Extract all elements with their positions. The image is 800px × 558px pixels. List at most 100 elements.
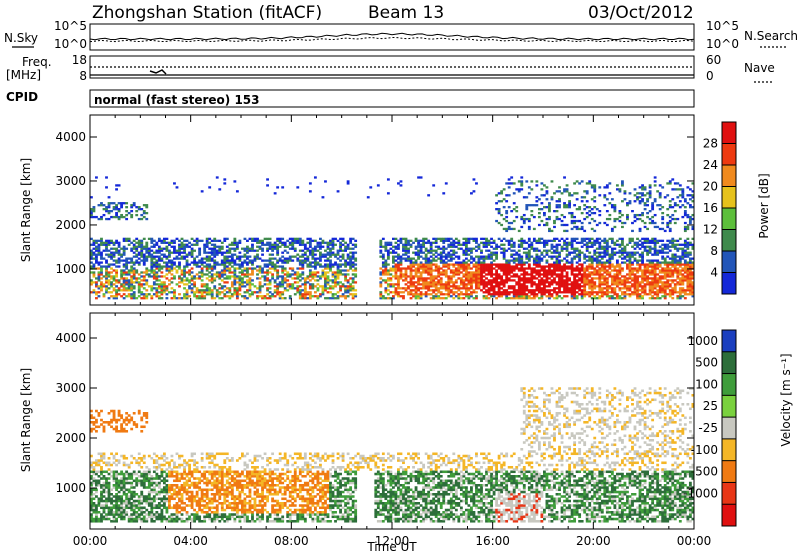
echo-cell <box>98 240 101 242</box>
echo-cell <box>468 240 471 242</box>
echo-cell <box>505 194 508 196</box>
echo-cell <box>150 246 153 248</box>
echo-cell <box>583 244 586 246</box>
echo-cell <box>523 252 526 254</box>
echo-cell <box>608 218 611 220</box>
echo-cell <box>244 291 247 293</box>
echo-cell <box>415 291 418 293</box>
echo-cell <box>447 252 450 254</box>
echo-cell <box>586 182 589 184</box>
echo-cell <box>168 291 171 293</box>
echo-cell <box>279 285 282 287</box>
echo-cell <box>548 240 551 242</box>
echo-cell <box>238 281 241 283</box>
echo-cell <box>193 285 196 287</box>
echo-cell <box>505 289 508 291</box>
echo-cell <box>588 242 591 244</box>
echo-cell <box>259 271 262 273</box>
echo-cell <box>465 254 468 256</box>
echo-cell <box>654 273 657 275</box>
echo-cell <box>309 263 312 265</box>
echo-cell <box>193 283 196 285</box>
echo-cell <box>284 289 287 291</box>
echo-cell <box>427 277 430 279</box>
echo-cell <box>208 252 211 254</box>
echo-cell <box>344 246 347 248</box>
echo-cell <box>520 182 523 184</box>
echo-cell <box>558 289 561 291</box>
echo-cell <box>93 242 96 244</box>
echo-cell <box>510 259 513 261</box>
echo-cell <box>176 238 179 240</box>
echo-cell <box>520 244 523 246</box>
echo-cell <box>530 180 533 182</box>
echo-cell <box>332 275 335 277</box>
echo-cell <box>306 238 309 240</box>
echo-cell <box>120 269 123 271</box>
echo-cell <box>349 293 352 295</box>
echo-cell <box>621 293 624 295</box>
echo-cell <box>556 206 559 208</box>
echo-cell <box>485 281 488 283</box>
echo-cell <box>223 182 226 184</box>
echo-cell <box>631 279 634 281</box>
echo-cell <box>294 273 297 275</box>
echo-cell <box>379 297 382 299</box>
echo-cell <box>95 242 98 244</box>
echo-cell <box>304 295 307 297</box>
echo-cell <box>271 263 274 265</box>
echo-cell <box>540 295 543 297</box>
echo-cell <box>397 295 400 297</box>
echo-cell <box>231 275 234 277</box>
echo-cell <box>571 242 574 244</box>
echo-cell <box>166 246 169 248</box>
echo-cell <box>654 244 657 246</box>
echo-cell <box>226 281 229 283</box>
echo-cell <box>518 263 521 265</box>
echo-cell <box>588 182 591 184</box>
echo-cell <box>681 254 684 256</box>
echo-cell <box>674 210 677 212</box>
echo-cell <box>495 275 498 277</box>
echo-cell <box>120 289 123 291</box>
echo-cell <box>93 291 96 293</box>
echo-cell <box>271 273 274 275</box>
echo-cell <box>244 254 247 256</box>
echo-cell <box>619 212 622 214</box>
echo-cell <box>342 273 345 275</box>
echo-cell <box>148 254 151 256</box>
echo-cell <box>430 261 433 263</box>
echo-cell <box>140 218 143 220</box>
echo-cell <box>457 267 460 269</box>
echo-cell <box>95 285 98 287</box>
echo-cell <box>649 297 652 299</box>
echo-cell <box>223 281 226 283</box>
echo-cell <box>311 283 314 285</box>
echo-cell <box>641 246 644 248</box>
echo-cell <box>178 285 181 287</box>
echo-cell <box>601 261 604 263</box>
echo-cell <box>508 206 511 208</box>
echo-cell <box>407 287 410 289</box>
echo-cell <box>616 184 619 186</box>
echo-cell <box>586 259 589 261</box>
echo-cell <box>251 240 254 242</box>
echo-cell <box>651 254 654 256</box>
echo-cell <box>339 265 342 267</box>
echo-cell <box>561 224 564 226</box>
echo-cell <box>432 275 435 277</box>
echo-cell <box>150 289 153 291</box>
echo-cell <box>410 259 413 261</box>
echo-cell <box>251 271 254 273</box>
echo-cell <box>563 291 566 293</box>
echo-cell <box>226 277 229 279</box>
echo-cell <box>430 244 433 246</box>
echo-cell <box>626 204 629 206</box>
echo-cell <box>223 289 226 291</box>
echo-cell <box>598 295 601 297</box>
echo-cell <box>201 293 204 295</box>
echo-cell <box>168 261 171 263</box>
echo-cell <box>611 206 614 208</box>
echo-cell <box>309 297 312 299</box>
echo-cell <box>440 273 443 275</box>
